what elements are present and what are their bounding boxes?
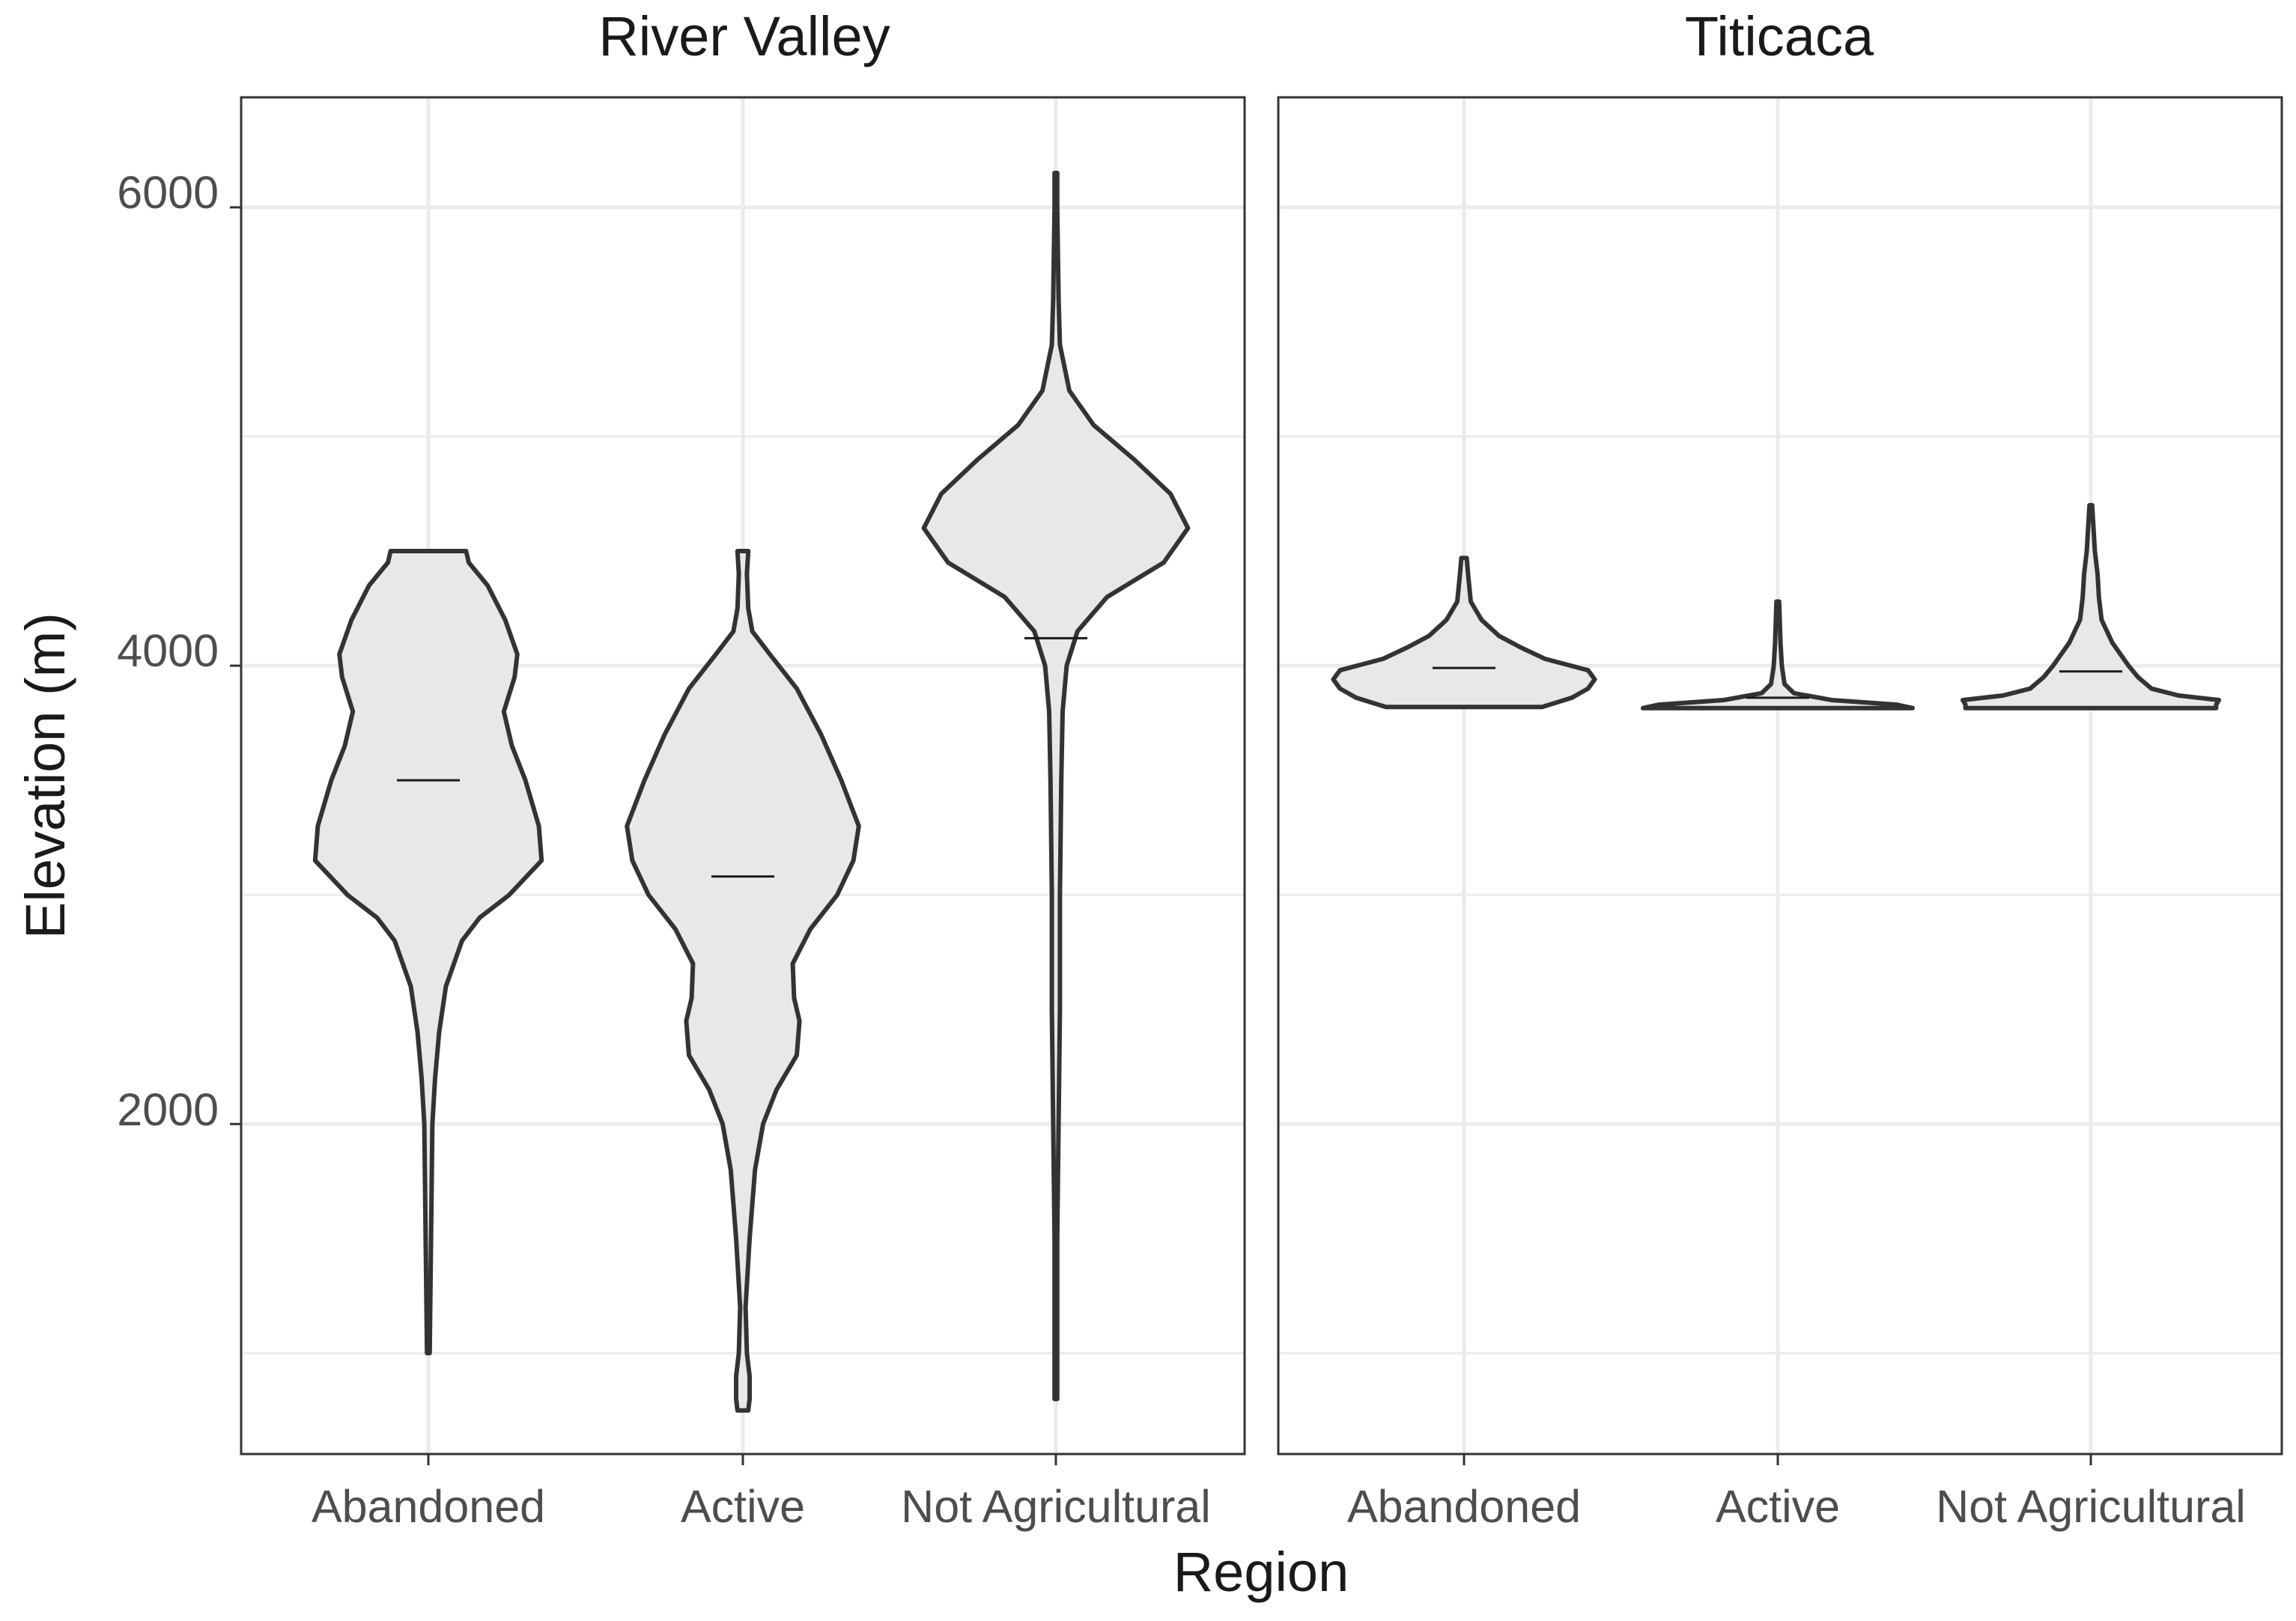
violins-layer — [1331, 502, 2221, 711]
x-tick-label-not-agricultural: Not Agricultural — [901, 1481, 1211, 1532]
panel-title-titicaca: Titicaca — [1685, 5, 1874, 67]
y-tick-label-2000: 2000 — [117, 1084, 219, 1135]
y-axis-ticks: 6000 4000 2000 — [117, 167, 241, 1135]
violin-active — [625, 549, 861, 1413]
y-axis-title: Elevation (m) — [14, 612, 76, 939]
panel-titicaca: Titicaca Abandoned Active Not Agricultur… — [1277, 5, 2283, 1532]
x-axis-ticks: Abandoned Active Not Agricultural — [1347, 1454, 2246, 1532]
x-tick-label-abandoned: Abandoned — [1347, 1481, 1581, 1532]
violin-not-agricultural — [1961, 502, 2221, 711]
x-tick-label-abandoned: Abandoned — [312, 1481, 545, 1532]
x-tick-label-not-agricultural: Not Agricultural — [1936, 1481, 2246, 1532]
x-tick-label-active: Active — [681, 1481, 805, 1532]
violin-not-agricultural — [921, 171, 1191, 1402]
panel-river-valley: River Valley Abandoned Active Not Agricu… — [117, 5, 1246, 1532]
violin-abandoned — [312, 549, 544, 1356]
x-axis-ticks: Abandoned Active Not Agricultural — [312, 1454, 1211, 1532]
y-tick-label-6000: 6000 — [117, 167, 219, 218]
panel-grid — [1278, 97, 2282, 1454]
x-tick-label-active: Active — [1716, 1481, 1840, 1532]
panel-title-river-valley: River Valley — [598, 5, 890, 67]
violins-layer — [312, 171, 1191, 1413]
y-tick-label-4000: 4000 — [117, 625, 219, 676]
panel-border — [1277, 96, 2283, 1456]
violin-active — [1641, 599, 1915, 711]
violin-abandoned — [1331, 556, 1597, 710]
x-axis-title: Region — [1173, 1541, 1349, 1603]
